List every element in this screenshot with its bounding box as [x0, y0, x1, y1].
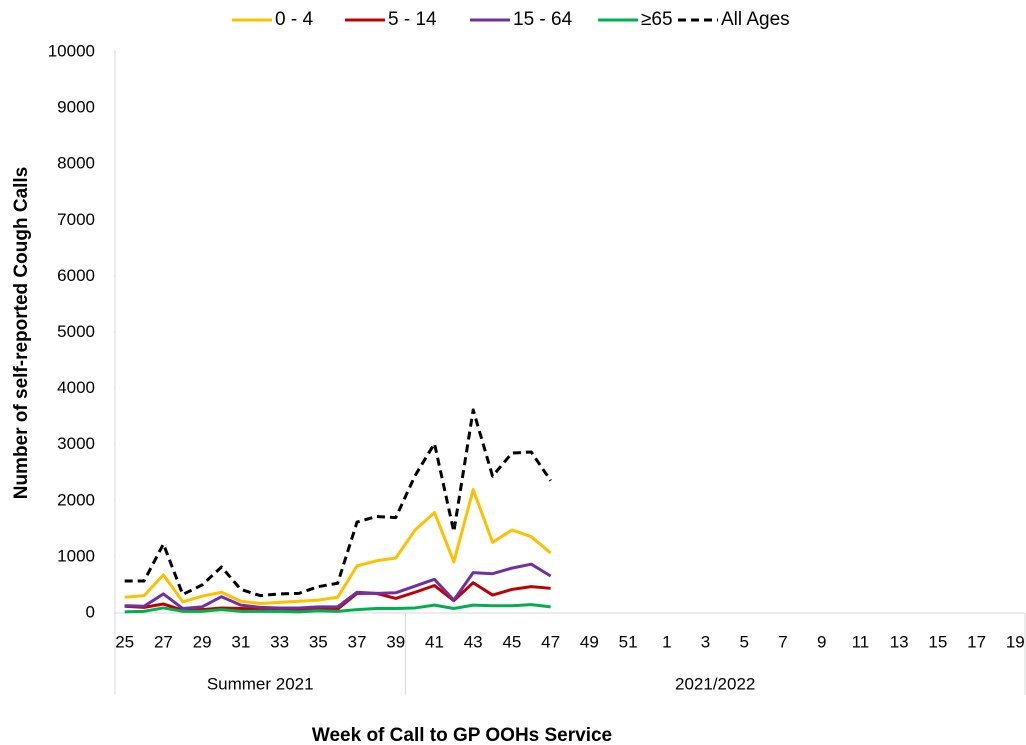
- y-tick-label: 10000: [48, 41, 95, 60]
- y-tick-label: 3000: [57, 434, 95, 453]
- x-tick-label: 1: [662, 632, 671, 651]
- series-line: [124, 603, 551, 614]
- group-label: Summer 2021: [207, 674, 314, 693]
- x-tick-label: 17: [967, 632, 986, 651]
- x-tick-label: 51: [619, 632, 638, 651]
- y-tick-label: 1000: [57, 546, 95, 565]
- x-tick-label: 45: [502, 632, 521, 651]
- x-tick-label: 15: [928, 632, 947, 651]
- x-tick-label: 29: [193, 632, 212, 651]
- x-axis-title: Week of Call to GP OOHs Service: [312, 725, 612, 745]
- group-label: 2021/2022: [675, 674, 755, 693]
- x-tick-label: 43: [464, 632, 483, 651]
- y-tick-label: 4000: [57, 378, 95, 397]
- x-tick-label: 47: [541, 632, 560, 651]
- x-tick-label: 27: [154, 632, 173, 651]
- x-tick-label: 33: [270, 632, 289, 651]
- x-tick-label: 11: [852, 632, 870, 651]
- y-tick-label: 8000: [57, 154, 95, 173]
- y-tick-label: 9000: [57, 98, 95, 117]
- series-line: [124, 408, 552, 598]
- x-tick-label: 39: [386, 632, 405, 651]
- y-tick-label: 2000: [57, 490, 95, 509]
- x-tick-label: 35: [309, 632, 328, 651]
- series-line: [124, 562, 552, 611]
- x-tick-label: 37: [348, 632, 367, 651]
- x-tick-label: 31: [231, 632, 250, 651]
- x-tick-label: 41: [425, 632, 444, 651]
- series-line: [124, 488, 552, 605]
- legend-label: 15 - 64: [513, 9, 573, 30]
- y-tick-label: 6000: [57, 266, 95, 285]
- legend-label: 5 - 14: [388, 9, 437, 30]
- legend-label: All Ages: [721, 9, 790, 30]
- x-tick-label: 5: [740, 632, 749, 651]
- y-tick-label: 0: [86, 602, 95, 621]
- legend-label: 0 - 4: [275, 9, 313, 30]
- x-tick-label: 49: [580, 632, 599, 651]
- y-axis-title: Number of self-reported Cough Calls: [11, 167, 32, 500]
- x-tick-label: 3: [701, 632, 710, 651]
- x-tick-label: 13: [890, 632, 909, 651]
- x-tick-label: 19: [1006, 632, 1025, 651]
- x-tick-label: 25: [115, 632, 134, 651]
- y-tick-label: 5000: [57, 322, 95, 341]
- x-tick-label: 7: [778, 632, 787, 651]
- x-tick-label: 9: [817, 632, 826, 651]
- y-tick-label: 7000: [57, 210, 95, 229]
- legend-label: ≥65: [641, 9, 673, 30]
